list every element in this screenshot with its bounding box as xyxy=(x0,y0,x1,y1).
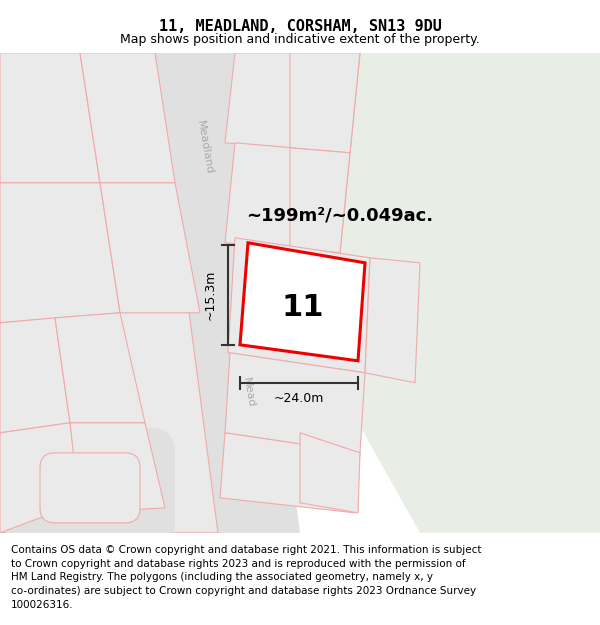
Polygon shape xyxy=(290,148,350,253)
Polygon shape xyxy=(80,52,175,182)
Polygon shape xyxy=(300,52,600,532)
Text: ~15.3m: ~15.3m xyxy=(203,269,217,320)
Polygon shape xyxy=(0,422,80,532)
Polygon shape xyxy=(0,52,218,532)
Text: ~199m²/~0.049ac.: ~199m²/~0.049ac. xyxy=(247,207,434,225)
Polygon shape xyxy=(225,52,360,152)
Polygon shape xyxy=(0,52,100,182)
Text: to Crown copyright and database rights 2023 and is reproduced with the permissio: to Crown copyright and database rights 2… xyxy=(11,559,466,569)
Text: 11: 11 xyxy=(281,293,324,322)
Text: Mead: Mead xyxy=(241,377,256,409)
Polygon shape xyxy=(300,432,360,512)
Text: 100026316.: 100026316. xyxy=(11,600,73,610)
Text: Map shows position and indicative extent of the property.: Map shows position and indicative extent… xyxy=(120,33,480,46)
Polygon shape xyxy=(240,242,365,361)
Polygon shape xyxy=(220,432,360,512)
Polygon shape xyxy=(155,52,300,532)
Text: HM Land Registry. The polygons (including the associated geometry, namely x, y: HM Land Registry. The polygons (includin… xyxy=(11,572,433,582)
Polygon shape xyxy=(100,182,200,312)
Text: Contains OS data © Crown copyright and database right 2021. This information is : Contains OS data © Crown copyright and d… xyxy=(11,545,481,555)
Text: co-ordinates) are subject to Crown copyright and database rights 2023 Ordnance S: co-ordinates) are subject to Crown copyr… xyxy=(11,586,476,596)
Polygon shape xyxy=(225,352,365,452)
Polygon shape xyxy=(155,52,265,532)
Text: 11, MEADLAND, CORSHAM, SN13 9DU: 11, MEADLAND, CORSHAM, SN13 9DU xyxy=(158,19,442,34)
Polygon shape xyxy=(0,318,70,432)
FancyBboxPatch shape xyxy=(40,452,140,522)
Polygon shape xyxy=(70,422,165,512)
Text: ~24.0m: ~24.0m xyxy=(274,392,324,405)
Polygon shape xyxy=(365,258,420,382)
Polygon shape xyxy=(0,182,120,322)
Polygon shape xyxy=(225,142,350,252)
FancyBboxPatch shape xyxy=(5,428,175,548)
Polygon shape xyxy=(228,238,370,372)
Polygon shape xyxy=(200,52,295,532)
Polygon shape xyxy=(55,312,145,422)
Polygon shape xyxy=(290,52,360,152)
Text: Meadland: Meadland xyxy=(196,120,215,176)
